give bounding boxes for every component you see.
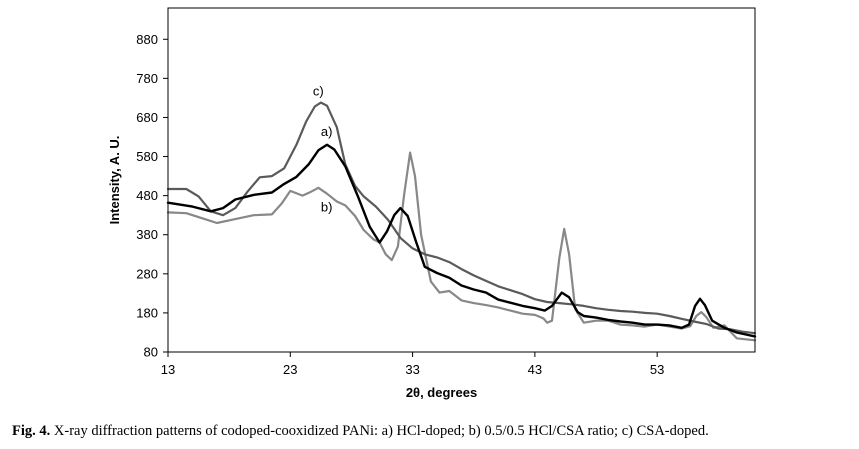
caption-text: X-ray diffraction patterns of codoped-co… <box>50 423 709 439</box>
series-line-a <box>166 143 757 338</box>
y-tick-label: 680 <box>136 110 158 125</box>
x-tick-label: 53 <box>650 362 664 377</box>
y-tick-label: 380 <box>136 227 158 242</box>
caption-label: Fig. 4. <box>12 423 51 439</box>
x-tick-label: 33 <box>405 362 419 377</box>
figure-caption: Fig. 4. X-ray diffraction patterns of co… <box>12 423 859 440</box>
series-label-a: a) <box>321 124 333 139</box>
y-tick-label: 780 <box>136 71 158 86</box>
y-tick-label: 80 <box>144 345 158 360</box>
x-tick-label: 13 <box>161 362 175 377</box>
y-tick-label: 880 <box>136 32 158 47</box>
x-tick-label: 43 <box>528 362 542 377</box>
y-axis-ticks: 80 180 280 380 480 580 680 780 880 <box>136 32 168 360</box>
y-axis-title: Intensity, A. U. <box>107 136 122 225</box>
y-tick-label: 480 <box>136 188 158 203</box>
series-label-c: c) <box>313 84 324 99</box>
plot-area-frame <box>167 7 756 353</box>
y-tick-label: 280 <box>136 266 158 281</box>
series-line-c <box>166 101 757 335</box>
series-layer <box>166 101 757 342</box>
y-tick-label: 580 <box>136 149 158 164</box>
series-labels: a) b) c) <box>313 84 333 215</box>
y-tick-label: 180 <box>136 305 158 320</box>
x-axis-ticks: 13 23 33 43 53 <box>161 352 664 377</box>
series-label-b: b) <box>321 199 333 214</box>
x-axis-title: 2θ, degrees <box>406 385 477 400</box>
x-tick-label: 23 <box>283 362 297 377</box>
